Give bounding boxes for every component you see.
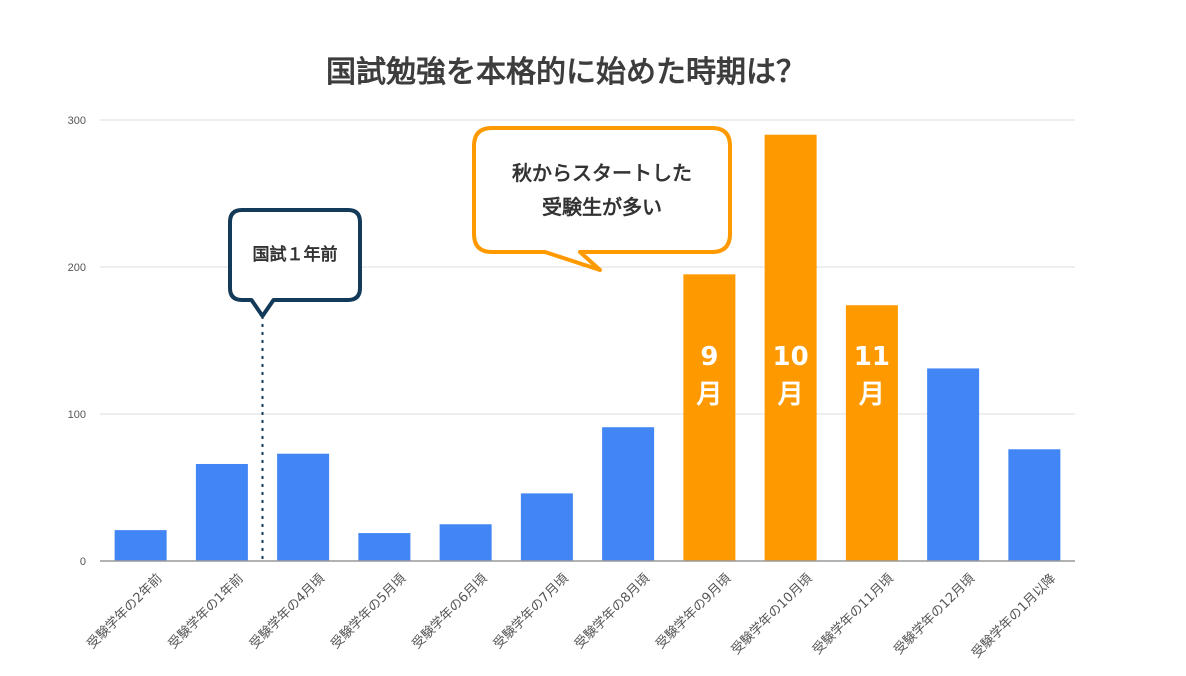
x-tick-label: 受験学年の4月頃 (246, 571, 328, 653)
x-tick-label: 受験学年の5月頃 (328, 571, 410, 653)
callout-orange-bubble (472, 126, 732, 272)
bar (602, 427, 655, 561)
callout-orange-text-line-1: 秋からスタートした (512, 161, 692, 185)
bar (277, 453, 330, 561)
x-tick-label: 受験学年の6月頃 (409, 571, 491, 653)
bar (114, 530, 167, 561)
chart-title: 国試勉強を本格的に始めた時期は？ (326, 55, 806, 90)
callout-orange: 秋からスタートした 受験生が多い (472, 126, 732, 272)
bar-label: 月 (777, 380, 804, 410)
y-tick-label: 300 (68, 115, 86, 127)
bar-label: 11 (854, 342, 890, 372)
y-tick-label: 200 (68, 262, 86, 274)
callout-blue: 国試１年前 (228, 208, 362, 318)
x-tick-label: 受験学年の1年前 (165, 571, 247, 653)
callout-orange-text-line-2: 受験生が多い (542, 195, 662, 219)
x-tick-label: 受験学年の8月頃 (571, 571, 653, 653)
x-tick-label: 受験学年の2年前 (84, 571, 166, 653)
bar-labels: 9 月 10 月 11 月 (695, 342, 890, 410)
x-tick-label: 受験学年の12月頃 (891, 571, 978, 658)
callout-blue-text: 国試１年前 (253, 244, 338, 265)
bar (195, 463, 248, 561)
bar-label: 月 (858, 380, 885, 410)
x-tick-label: 受験学年の7月頃 (490, 571, 572, 653)
bar-label: 10 (773, 342, 809, 372)
bar (683, 274, 736, 561)
x-tick-label: 受験学年の10月頃 (728, 571, 815, 658)
bar (927, 368, 980, 561)
bar-label: 月 (695, 380, 722, 410)
bar-label: 9 (700, 342, 718, 372)
y-tick-label: 0 (80, 556, 86, 568)
y-axis-ticks: 0 100 200 300 (68, 115, 86, 568)
y-tick-label: 100 (68, 409, 86, 421)
callout-blue-bubble (228, 208, 362, 318)
x-tick-label: 受験学年の9月頃 (653, 571, 735, 653)
x-tick-label: 受験学年の11月頃 (809, 571, 896, 658)
bars (114, 134, 1061, 561)
bar (358, 533, 411, 561)
x-axis-ticks: 受験学年の2年前 受験学年の1年前 受験学年の4月頃 受験学年の5月頃 受験学年の6月頃… (84, 571, 1059, 662)
bar (845, 305, 898, 561)
bar (1008, 449, 1061, 561)
bar (764, 134, 817, 561)
bar (520, 493, 573, 561)
bar (439, 524, 492, 561)
x-tick-label: 受験学年の1月以降 (968, 571, 1059, 662)
